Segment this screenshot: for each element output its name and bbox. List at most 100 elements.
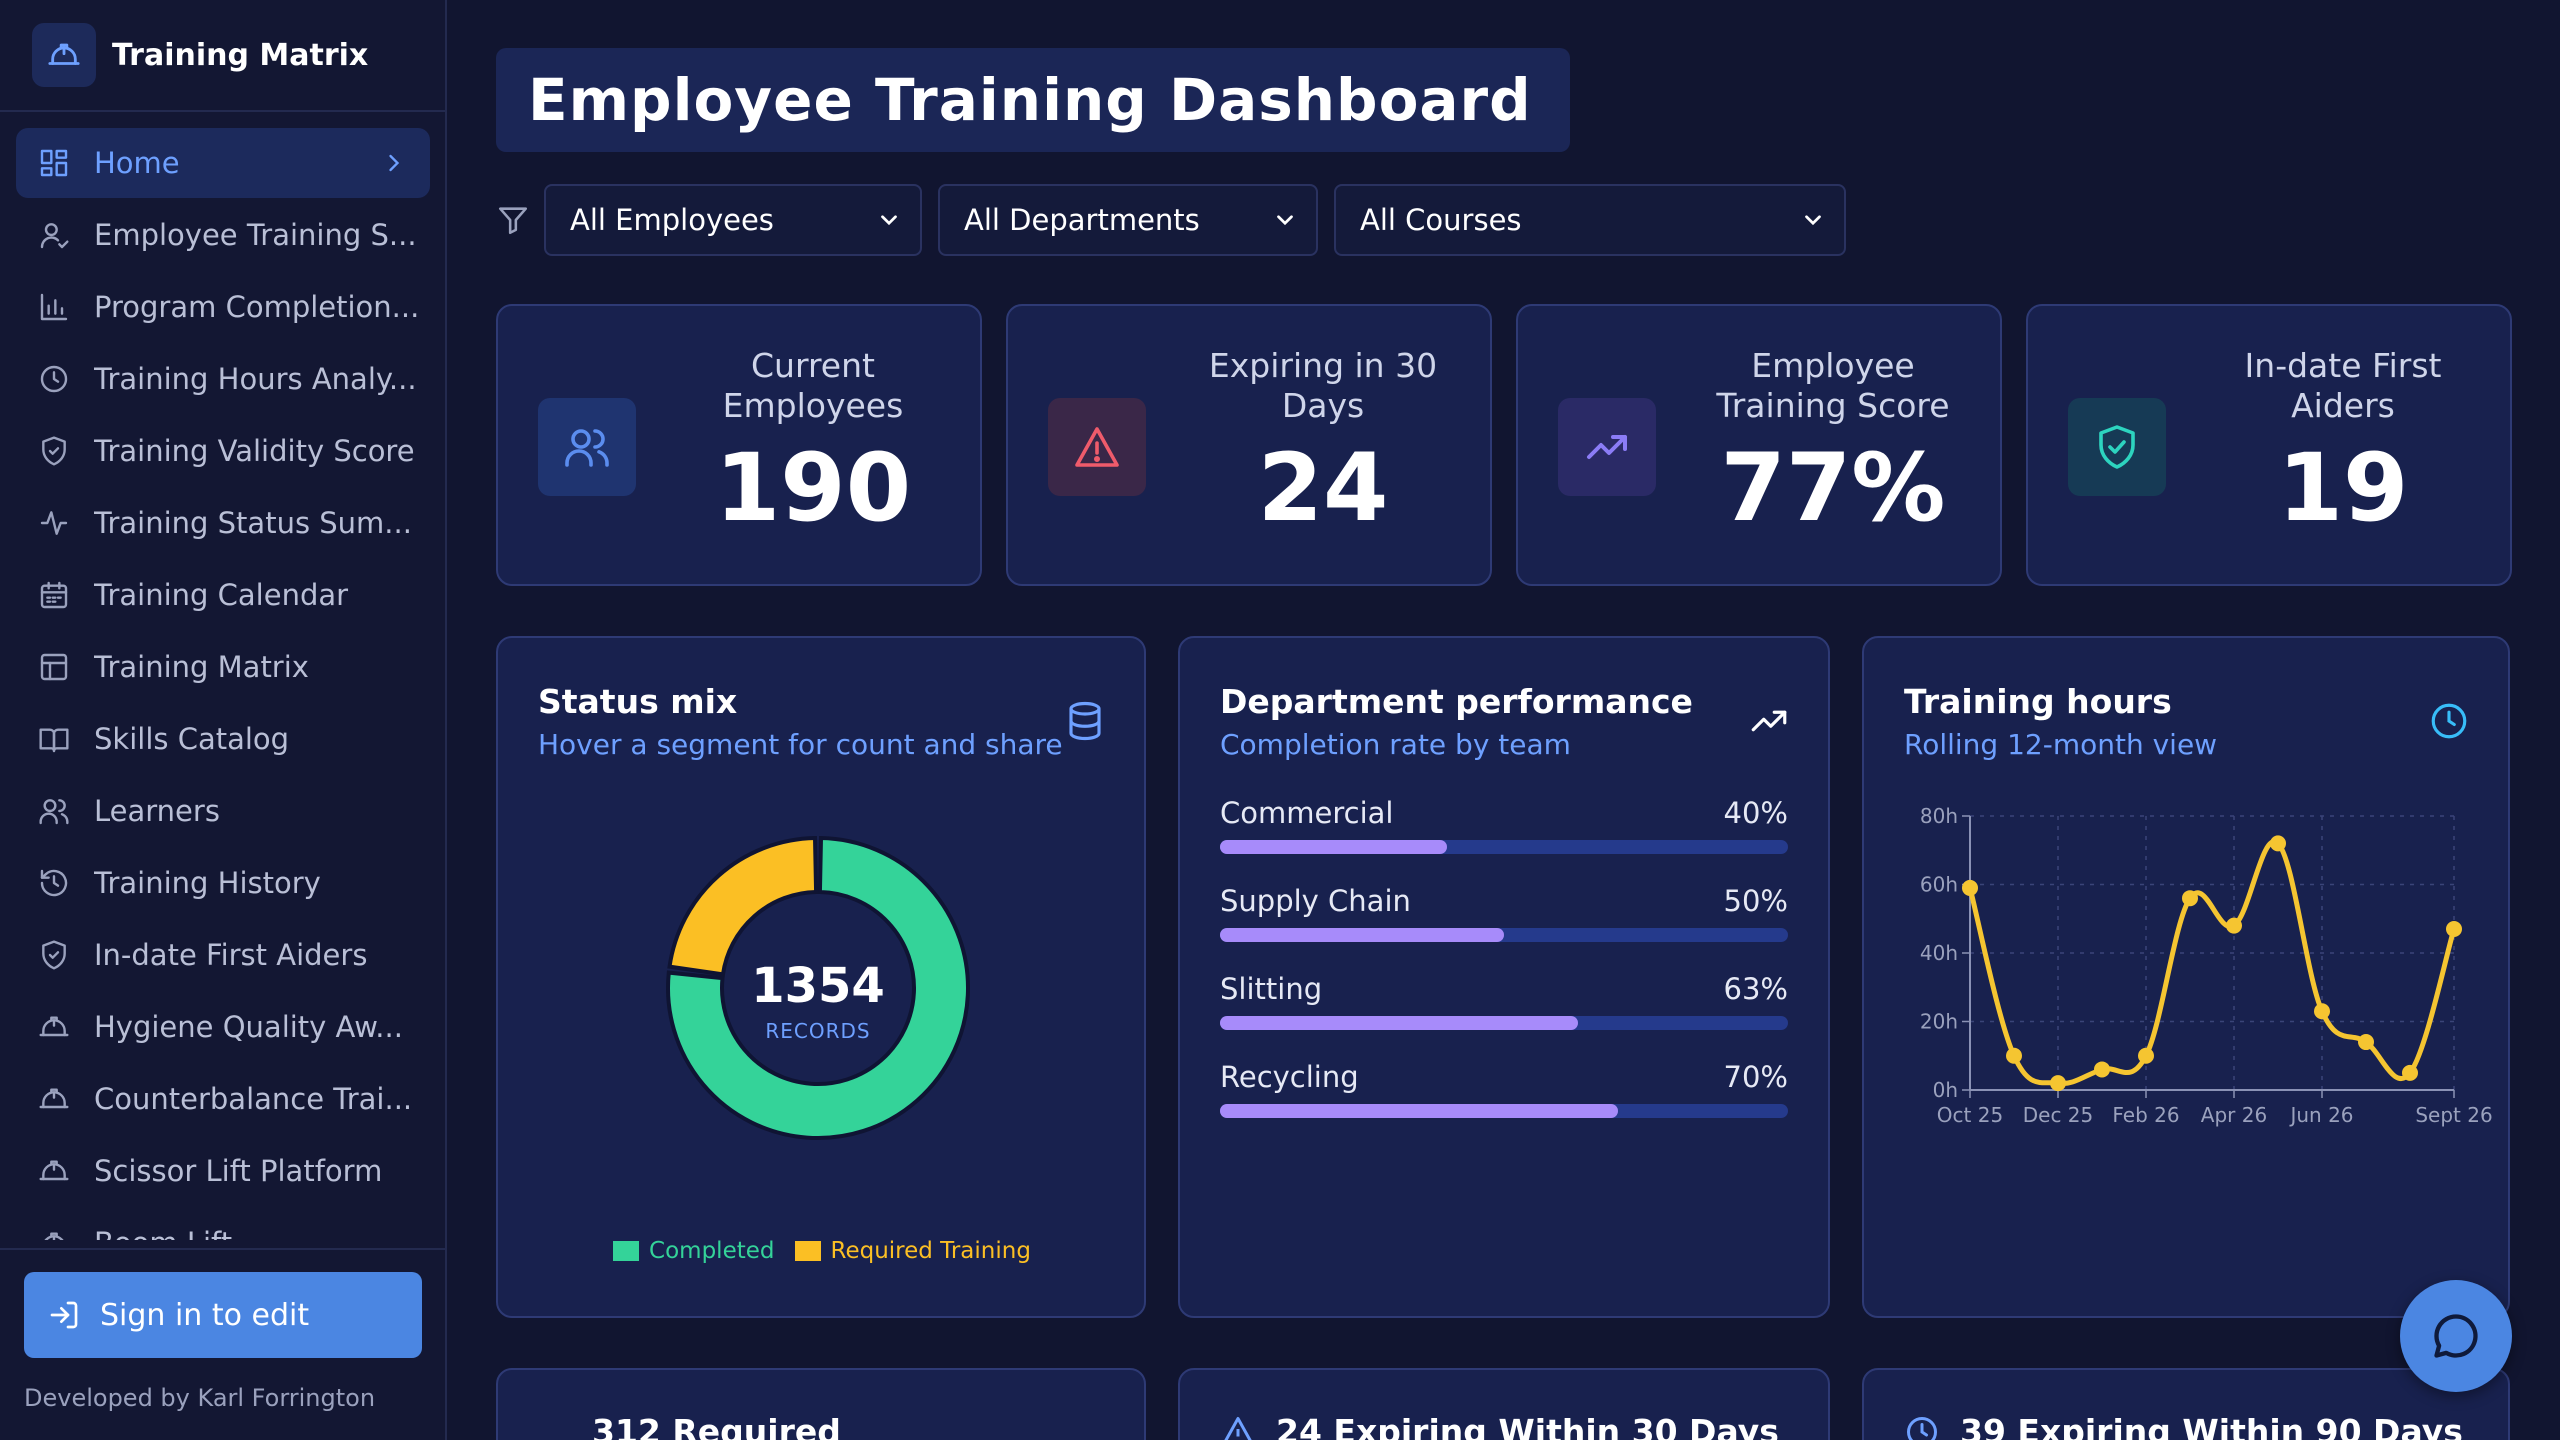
- required-training-card[interactable]: 312 Required: [496, 1368, 1146, 1440]
- training-hours-line-chart[interactable]: 0h 20h 40h 60h 80h Oct 25 Dec 25 Feb 26 Apr 26 Ju…: [1864, 788, 2512, 1288]
- status-donut-chart[interactable]: 1354 RECORDS: [658, 828, 978, 1148]
- sidebar-item-label: Home: [94, 146, 180, 180]
- data-point[interactable]: [2006, 1047, 2022, 1064]
- expiring-90-days-card[interactable]: 39 Expiring Within 90 Days: [1862, 1368, 2510, 1440]
- stat-card-current-employees[interactable]: Current Employees 190: [496, 304, 982, 586]
- legend-item[interactable]: Completed: [613, 1238, 775, 1264]
- department-row[interactable]: Recycling 70%: [1220, 1060, 1788, 1118]
- sidebar-item-training-matrix[interactable]: Training Matrix: [16, 632, 430, 702]
- book-icon: [39, 728, 69, 753]
- y-tick-label: 0h: [1933, 1078, 1958, 1102]
- chevron-down-icon: [1805, 215, 1821, 226]
- sidebar-item-label: Training Hours Analy...: [94, 362, 417, 396]
- sign-in-label: Sign in to edit: [100, 1297, 310, 1333]
- sidebar-item-in-date-first-aiders[interactable]: In-date First Aiders: [16, 920, 430, 990]
- legend-item[interactable]: Required Training: [794, 1238, 1031, 1264]
- expiring-30-days-card[interactable]: 24 Expiring Within 30 Days: [1178, 1368, 1830, 1440]
- sidebar-item-training-calendar[interactable]: Training Calendar: [16, 560, 430, 630]
- sidebar-item-training-validity-score[interactable]: Training Validity Score: [16, 416, 430, 486]
- stat-card-training-score[interactable]: Employee Training Score 77%: [1516, 304, 2002, 586]
- card-title: 312 Required: [592, 1412, 841, 1440]
- developer-credit: Developed by Karl Forrington: [24, 1384, 376, 1412]
- data-point[interactable]: [1962, 879, 1978, 896]
- sidebar-item-label: Program Completion...: [94, 290, 420, 324]
- x-tick-label: Apr 26: [2201, 1103, 2267, 1127]
- card-title: 39 Expiring Within 90 Days: [1960, 1412, 2463, 1440]
- user-icon: [40, 223, 69, 249]
- data-point[interactable]: [2094, 1061, 2110, 1078]
- sidebar-item-label: Scissor Lift Platform: [94, 1154, 383, 1188]
- department-bar-track: [1220, 1104, 1788, 1118]
- sidebar-item-label: Training Matrix: [94, 650, 309, 684]
- department-percent: 70%: [1723, 1060, 1788, 1094]
- department-name: Supply Chain: [1220, 884, 1411, 918]
- training-hours-panel: Training hours Rolling 12-month view 0h 2…: [1862, 636, 2510, 1318]
- stat-card-first-aiders[interactable]: In-date First Aiders 19: [2026, 304, 2512, 586]
- sign-in-button[interactable]: Sign in to edit: [24, 1272, 422, 1358]
- shield-check-icon: [42, 940, 66, 970]
- data-point[interactable]: [2138, 1047, 2154, 1064]
- data-point[interactable]: [2402, 1064, 2418, 1081]
- chart-legend: Completed Required Training: [498, 1238, 1146, 1264]
- sidebar-item-label: Hygiene Quality Aw...: [94, 1010, 403, 1044]
- data-point[interactable]: [2358, 1034, 2374, 1051]
- panel-title: Department performance: [1220, 682, 1693, 721]
- department-bar-track: [1220, 1016, 1788, 1030]
- stat-value: 24: [1257, 434, 1389, 543]
- sidebar-item-counterbalance-trai[interactable]: Counterbalance Trai...: [16, 1064, 430, 1134]
- stat-label: Current Employees: [722, 346, 904, 425]
- sidebar-nav: Home Employee Training S... Program Comple…: [16, 128, 430, 1240]
- sidebar-item-boom-lift[interactable]: Boom Lift: [16, 1208, 430, 1240]
- sidebar-item-program-completion[interactable]: Program Completion...: [16, 272, 430, 342]
- chat-bubble-icon: [2434, 1314, 2478, 1358]
- department-bar-track: [1220, 840, 1788, 854]
- sidebar-item-home[interactable]: Home: [16, 128, 430, 198]
- chevron-down-icon: [1277, 215, 1293, 226]
- data-point[interactable]: [2446, 921, 2462, 938]
- clock-icon: [1907, 1417, 1937, 1440]
- department-filter-value: All Departments: [964, 203, 1200, 237]
- dashboard-icon: [40, 149, 68, 177]
- bar-chart-icon: [40, 293, 68, 321]
- y-tick-label: 20h: [1920, 1010, 1958, 1034]
- sidebar-item-scissor-lift-platform[interactable]: Scissor Lift Platform: [16, 1136, 430, 1206]
- y-tick-label: 80h: [1920, 804, 1958, 828]
- stat-card-expiring-30-days[interactable]: Expiring in 30 Days 24: [1006, 304, 1492, 586]
- department-row[interactable]: Slitting 63%: [1220, 972, 1788, 1030]
- department-row[interactable]: Supply Chain 50%: [1220, 884, 1788, 942]
- sidebar-item-label: Counterbalance Trai...: [94, 1082, 413, 1116]
- department-bar-fill: [1220, 1016, 1578, 1030]
- sidebar-item-skills-catalog[interactable]: Skills Catalog: [16, 704, 430, 774]
- data-point[interactable]: [2226, 917, 2242, 934]
- sidebar-item-training-history[interactable]: Training History: [16, 848, 430, 918]
- course-filter-select[interactable]: All Courses: [1334, 184, 1846, 256]
- donut-segment-required-training[interactable]: [667, 835, 819, 977]
- y-tick-label: 40h: [1920, 941, 1958, 965]
- sidebar-item-training-status-sum[interactable]: Training Status Sum...: [16, 488, 430, 558]
- data-point[interactable]: [2050, 1075, 2066, 1092]
- legend-swatch: [613, 1241, 640, 1261]
- stat-value: 19: [2277, 434, 2409, 543]
- sidebar-item-employee-training-s[interactable]: Employee Training S...: [16, 200, 430, 270]
- chat-button[interactable]: [2400, 1280, 2512, 1392]
- alert-triangle-icon: [1048, 398, 1146, 496]
- panel-title: Status mix: [538, 682, 738, 721]
- sidebar-item-learners[interactable]: Learners: [16, 776, 430, 846]
- donut-segment-completed[interactable]: [666, 835, 970, 1140]
- course-filter-value: All Courses: [1360, 203, 1522, 237]
- hard-hat-icon: [32, 23, 96, 87]
- trending-up-icon: [1558, 398, 1656, 496]
- data-point[interactable]: [2270, 835, 2286, 852]
- department-filter-select[interactable]: All Departments: [938, 184, 1318, 256]
- alert-triangle-icon: [1224, 1417, 1252, 1440]
- department-row[interactable]: Commercial 40%: [1220, 796, 1788, 854]
- sidebar-item-hygiene-quality-aw[interactable]: Hygiene Quality Aw...: [16, 992, 430, 1062]
- department-bar-fill: [1220, 840, 1448, 854]
- data-point[interactable]: [2182, 890, 2198, 907]
- legend-swatch: [794, 1241, 821, 1261]
- sidebar-item-training-hours-analy[interactable]: Training Hours Analy...: [16, 344, 430, 414]
- data-point[interactable]: [2314, 1003, 2330, 1020]
- filter-icon: [498, 207, 528, 235]
- brand[interactable]: Training Matrix: [0, 0, 445, 112]
- employee-filter-select[interactable]: All Employees: [544, 184, 922, 256]
